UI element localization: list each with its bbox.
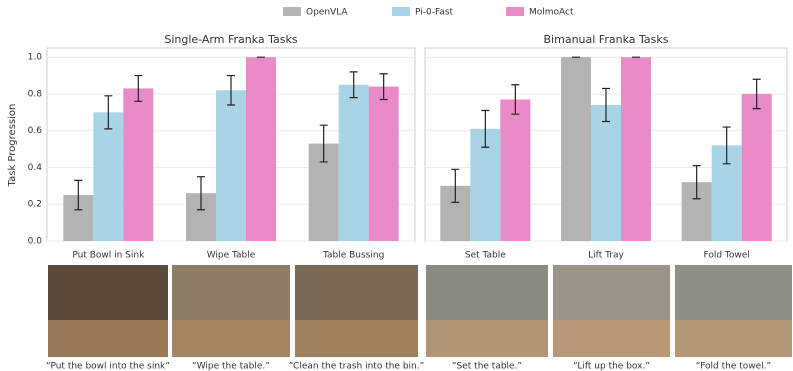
bar <box>741 93 772 241</box>
x-tick-label: Set Table <box>465 251 506 261</box>
photo-caption: “Fold the towel.” <box>696 362 771 371</box>
error-bar <box>511 84 520 115</box>
x-tick-label: Put Bowl in Sink <box>72 251 145 261</box>
legend-label: OpenVLA <box>306 8 348 18</box>
chart-title: Bimanual Franka Tasks <box>544 33 669 46</box>
legend-swatch <box>283 7 301 16</box>
photo-floor <box>172 320 290 357</box>
bar <box>93 112 124 241</box>
chart-title: Single-Arm Franka Tasks <box>164 33 298 46</box>
photo-floor <box>675 320 792 357</box>
photo-caption: “Lift up the box.” <box>573 362 650 371</box>
y-tick-label: 0.2 <box>28 200 42 210</box>
y-tick-label: 1.0 <box>28 53 43 63</box>
error-bar <box>481 109 490 148</box>
bar <box>591 104 621 241</box>
bar <box>561 57 591 241</box>
x-tick-label: Lift Tray <box>588 251 624 261</box>
legend-label: Pi-0-Fast <box>415 8 454 18</box>
photo-floor <box>48 320 168 357</box>
error-bar <box>752 78 761 110</box>
photo-caption: “Clean the trash into the bin.” <box>289 362 425 371</box>
legend-label: MolmoAct <box>529 8 574 18</box>
photo-caption: “Put the bowl into the sink” <box>46 362 170 371</box>
y-tick-label: 0.8 <box>28 89 43 99</box>
x-tick-label: Table Bussing <box>322 251 384 261</box>
legend-swatch <box>392 7 410 16</box>
error-bar <box>197 176 205 211</box>
bar <box>216 90 246 242</box>
error-bar <box>379 73 388 101</box>
error-bar <box>602 87 610 123</box>
y-axis-label: Task Progression <box>7 104 18 188</box>
error-bar <box>692 165 701 200</box>
error-bar <box>74 179 83 211</box>
error-bar <box>722 126 731 165</box>
y-tick-label: 0.4 <box>28 163 43 173</box>
bar <box>368 86 399 241</box>
x-tick-label: Fold Towel <box>704 251 750 261</box>
bar <box>338 84 369 241</box>
photo-floor <box>553 320 670 357</box>
photo-floor <box>295 320 418 357</box>
error-bar <box>451 168 460 203</box>
error-bar <box>227 74 235 106</box>
error-bar <box>104 95 113 130</box>
bar <box>621 57 651 241</box>
photo-floor <box>426 320 548 357</box>
photo-caption: “Wipe the table.” <box>192 362 270 371</box>
error-bar <box>134 74 143 102</box>
bar <box>246 57 276 241</box>
error-bar <box>319 124 328 163</box>
bar <box>123 88 154 241</box>
bar <box>500 99 531 241</box>
y-tick-label: 0.6 <box>28 126 43 136</box>
y-tick-label: 0.0 <box>28 237 43 247</box>
x-tick-label: Wipe Table <box>207 251 256 261</box>
photo-caption: “Set the table.” <box>452 362 522 371</box>
legend-swatch <box>506 7 524 16</box>
error-bar <box>349 71 358 99</box>
